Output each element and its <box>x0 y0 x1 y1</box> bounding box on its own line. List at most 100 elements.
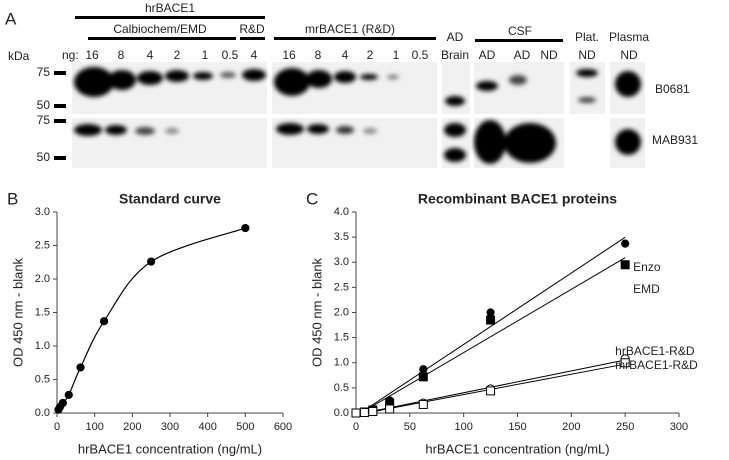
marker-label: 50 <box>37 150 51 164</box>
legend-label: EMD <box>633 282 660 296</box>
bracket <box>88 37 236 40</box>
data-point <box>99 317 109 326</box>
legend-label: mrBACE1-R&D <box>615 358 698 372</box>
x-tick-label: 100 <box>85 421 103 433</box>
lane-header: Plasma <box>609 30 649 44</box>
lane-label: 2 <box>367 48 374 62</box>
bracket <box>240 37 265 40</box>
x-axis-label: hrBACE1 concentration (ng/mL) <box>78 441 262 456</box>
marker-label: 75 <box>37 113 51 127</box>
x-tick-label: 250 <box>616 421 634 433</box>
data-point <box>620 358 630 368</box>
legend-label: hrBACE1-R&D <box>615 344 695 358</box>
subgroup: R&D <box>239 22 265 36</box>
x-axis-label: hrBACE1 concentration (ng/mL) <box>425 441 609 456</box>
lane-header: ND <box>620 48 638 62</box>
units: kDa <box>8 49 30 63</box>
y-tick-label: 1.5 <box>35 306 50 318</box>
y-tick-label: 0.0 <box>35 407 50 419</box>
lane-label: AD <box>514 48 531 62</box>
lane-label: 16 <box>85 48 99 62</box>
subgroup: mrBACE1 (R&D) <box>305 22 395 36</box>
y-tick-label: 2.5 <box>334 281 349 293</box>
blot-bands <box>74 67 641 164</box>
lane-header: Brain <box>441 48 469 62</box>
data-point <box>368 406 378 416</box>
legend-label: Enzo <box>633 260 661 274</box>
data-point <box>147 257 156 266</box>
x-tick-label: 500 <box>236 421 254 433</box>
y-tick-label: 0.5 <box>334 382 349 394</box>
panel-label: B <box>7 189 18 208</box>
data-point <box>419 365 428 374</box>
data-point <box>486 315 496 325</box>
data-point <box>359 407 369 417</box>
y-tick-label: 1.0 <box>35 340 50 352</box>
y-tick-label: 3.0 <box>35 206 50 218</box>
lane-header: AD <box>447 30 464 44</box>
x-tick-label: 200 <box>562 421 580 433</box>
x-tick-label: 200 <box>123 421 141 433</box>
lane-label: ND <box>540 48 558 62</box>
group-title: hrBACE1 <box>145 1 195 15</box>
blot-panel: A hrBACE1 Calbiochem/EMD R&D mrBACE1 (R&… <box>5 1 698 168</box>
lane-label: 1 <box>393 48 400 62</box>
y-tick-label: 2.5 <box>35 239 50 251</box>
y-tick-label: 4.0 <box>334 206 349 218</box>
lane-header: ND <box>578 48 596 62</box>
data-point <box>76 363 85 372</box>
y-tick-label: 1.0 <box>334 357 349 369</box>
y-tick-label: 2.0 <box>35 273 50 285</box>
panel-label: A <box>5 9 17 28</box>
x-tick-label: 100 <box>454 421 472 433</box>
y-tick-label: 0.5 <box>35 373 50 385</box>
chart-title: Standard curve <box>119 191 221 207</box>
bracket <box>475 39 563 42</box>
data-point <box>486 308 495 317</box>
y-tick-label: 2.0 <box>334 306 349 318</box>
subgroup: Calbiochem/EMD <box>113 22 207 36</box>
fit-curve <box>57 227 246 410</box>
y-axis-label: OD 450 nm - blank <box>10 257 25 367</box>
data-point <box>620 260 630 270</box>
lane-label: 8 <box>315 48 322 62</box>
lane-label: 8 <box>118 48 125 62</box>
data-point <box>418 399 428 409</box>
antibody-label: B0681 <box>655 82 690 96</box>
lane-label: 4 <box>251 48 258 62</box>
data-point <box>418 372 428 382</box>
y-tick-label: 3.5 <box>334 231 349 243</box>
data-point <box>241 223 250 233</box>
trendline <box>355 236 626 417</box>
data-point <box>486 386 496 396</box>
trendline <box>355 257 626 417</box>
lane-label: 2 <box>174 48 181 62</box>
y-axis-label: OD 450 nm - blank <box>309 257 324 367</box>
x-tick-label: 0 <box>353 421 359 433</box>
chart-title: Recombinant BACE1 proteins <box>418 191 617 207</box>
y-tick-label: 0.0 <box>334 407 349 419</box>
x-tick-label: 0 <box>54 421 60 433</box>
lane-label: 16 <box>282 48 296 62</box>
antibody-label: MAB931 <box>652 133 698 147</box>
lane-header: Plat. <box>575 30 599 44</box>
data-point <box>64 390 73 400</box>
x-tick-label: 300 <box>670 421 688 433</box>
lane-label: 1 <box>202 48 209 62</box>
data-point <box>58 398 67 408</box>
x-tick-label: 150 <box>508 421 526 433</box>
data-point <box>621 239 630 248</box>
lane-label: AD <box>479 48 496 62</box>
data-point <box>351 408 361 418</box>
x-tick-label: 600 <box>274 421 292 433</box>
lane-label: 0.5 <box>222 48 239 62</box>
ng-label: ng: <box>62 48 79 62</box>
x-tick-label: 400 <box>198 421 216 433</box>
marker-label: 75 <box>37 65 51 79</box>
marker-label: 50 <box>37 98 51 112</box>
lane-label: 4 <box>147 48 154 62</box>
lane-label: 0.5 <box>412 48 429 62</box>
lane-header: CSF <box>508 24 532 38</box>
x-tick-label: 50 <box>404 421 416 433</box>
